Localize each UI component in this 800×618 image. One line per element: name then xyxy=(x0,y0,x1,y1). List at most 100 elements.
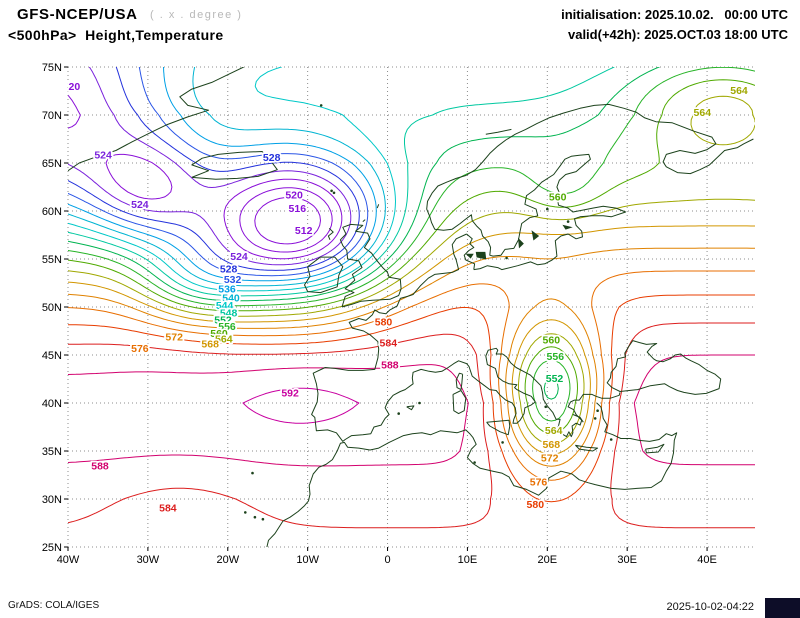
coastline xyxy=(68,67,244,172)
contour-label: 568 xyxy=(543,439,561,451)
contour-label: 556 xyxy=(218,321,236,333)
resolution-note: ( . x . degree ) xyxy=(150,9,243,21)
contour-label: 532 xyxy=(224,274,242,286)
contour-592 xyxy=(242,387,360,424)
contour-532 xyxy=(68,67,369,277)
lon-tick-label: 40E xyxy=(697,554,717,566)
coastline xyxy=(362,219,366,222)
island-dot xyxy=(261,517,265,521)
lat-tick-label: 45N xyxy=(42,350,62,362)
contour-544 xyxy=(68,67,396,292)
island-dot xyxy=(319,104,323,107)
contour-label: 560 xyxy=(543,335,561,347)
coastline xyxy=(606,340,722,395)
island-dot xyxy=(330,189,333,193)
island-dot xyxy=(253,515,257,519)
island-dot xyxy=(244,511,247,514)
contour-516 xyxy=(239,187,333,253)
lon-tick-label: 20E xyxy=(538,554,558,566)
lat-tick-label: 50N xyxy=(42,302,62,314)
contour-label: 516 xyxy=(289,203,307,215)
init-time-label: initialisation: 2025.10.02. 00:00 UTC xyxy=(561,7,788,22)
island-dot xyxy=(397,412,401,415)
lon-tick-label: 10W xyxy=(296,554,319,566)
island-dot xyxy=(473,461,476,464)
coastline xyxy=(191,151,278,180)
contour-560 xyxy=(68,79,755,434)
contour-label: 564 xyxy=(694,107,712,119)
lat-tick-label: 55N xyxy=(42,254,62,266)
lon-tick-label: 0 xyxy=(384,554,390,566)
lat-tick-label: 30N xyxy=(42,494,62,506)
contour-584 xyxy=(68,322,755,529)
lat-tick-label: 60N xyxy=(42,206,62,218)
contour-labels-layer: 2052452452852051651252452853253654054454… xyxy=(67,79,750,516)
corner-logo xyxy=(765,598,800,618)
contour-label: 520 xyxy=(285,190,303,202)
island xyxy=(475,251,487,260)
height-contours-layer xyxy=(68,67,755,529)
island-dot xyxy=(596,409,599,413)
lat-tick-label: 75N xyxy=(42,62,62,74)
island-dot xyxy=(418,401,421,405)
contour-label: 564 xyxy=(730,85,748,97)
contour-588 xyxy=(68,354,755,467)
contour-512 xyxy=(254,197,321,245)
contour-label: 576 xyxy=(530,477,548,489)
coastlines-layer xyxy=(68,67,754,547)
lon-tick-label: 40W xyxy=(57,554,80,566)
contour-540 xyxy=(68,67,386,287)
contour-label: 528 xyxy=(263,152,281,164)
contour-label: 556 xyxy=(547,351,565,363)
lat-tick-label: 25N xyxy=(42,542,62,554)
contour-label: 564 xyxy=(545,425,563,437)
contour-label: 568 xyxy=(201,338,219,350)
island-dot xyxy=(593,417,597,420)
island-dot xyxy=(566,220,570,223)
contour-label: 580 xyxy=(527,499,545,511)
contour-564 xyxy=(68,95,755,445)
contour-label: 548 xyxy=(220,308,238,320)
coastline xyxy=(645,443,665,454)
contour-528 xyxy=(68,67,360,271)
coastline xyxy=(426,103,754,271)
contour-label: 536 xyxy=(218,284,236,296)
contour-label: 572 xyxy=(541,453,559,465)
model-title: GFS-NCEP/USA xyxy=(17,6,138,23)
coastline xyxy=(311,233,597,442)
lon-tick-label: 30W xyxy=(137,554,160,566)
coastline xyxy=(572,414,584,423)
coastline xyxy=(574,444,599,452)
contour-556 xyxy=(68,67,755,422)
contour-520 xyxy=(68,94,343,260)
contour-580 xyxy=(68,294,755,503)
contour-536 xyxy=(68,67,377,282)
contour-524 xyxy=(68,67,352,266)
island xyxy=(531,230,540,241)
contour-label: 552 xyxy=(546,373,564,385)
contour-label: 580 xyxy=(375,316,393,328)
lon-tick-label: 30E xyxy=(617,554,637,566)
contour-label: 552 xyxy=(214,314,232,326)
contour-548 xyxy=(68,67,615,297)
grads-credit: GrADS: COLA/IGES xyxy=(8,600,100,611)
contour-label: 560 xyxy=(210,328,228,340)
lon-tick-label: 20W xyxy=(216,554,239,566)
contour-label: 560 xyxy=(549,192,567,204)
island-dot xyxy=(544,405,547,409)
coastline xyxy=(266,402,678,547)
coastline xyxy=(376,204,380,209)
contour-552 xyxy=(68,67,660,400)
contour-label: 572 xyxy=(165,332,183,344)
contour-label: 524 xyxy=(131,199,149,211)
lat-tick-label: 35N xyxy=(42,446,62,458)
contour-label: 512 xyxy=(295,225,313,237)
island-dot xyxy=(251,471,254,475)
island xyxy=(465,253,474,259)
contour-576 xyxy=(68,270,755,481)
product-title: <500hPa> Height,Temperature xyxy=(8,27,224,43)
contour-label: 592 xyxy=(281,387,299,399)
